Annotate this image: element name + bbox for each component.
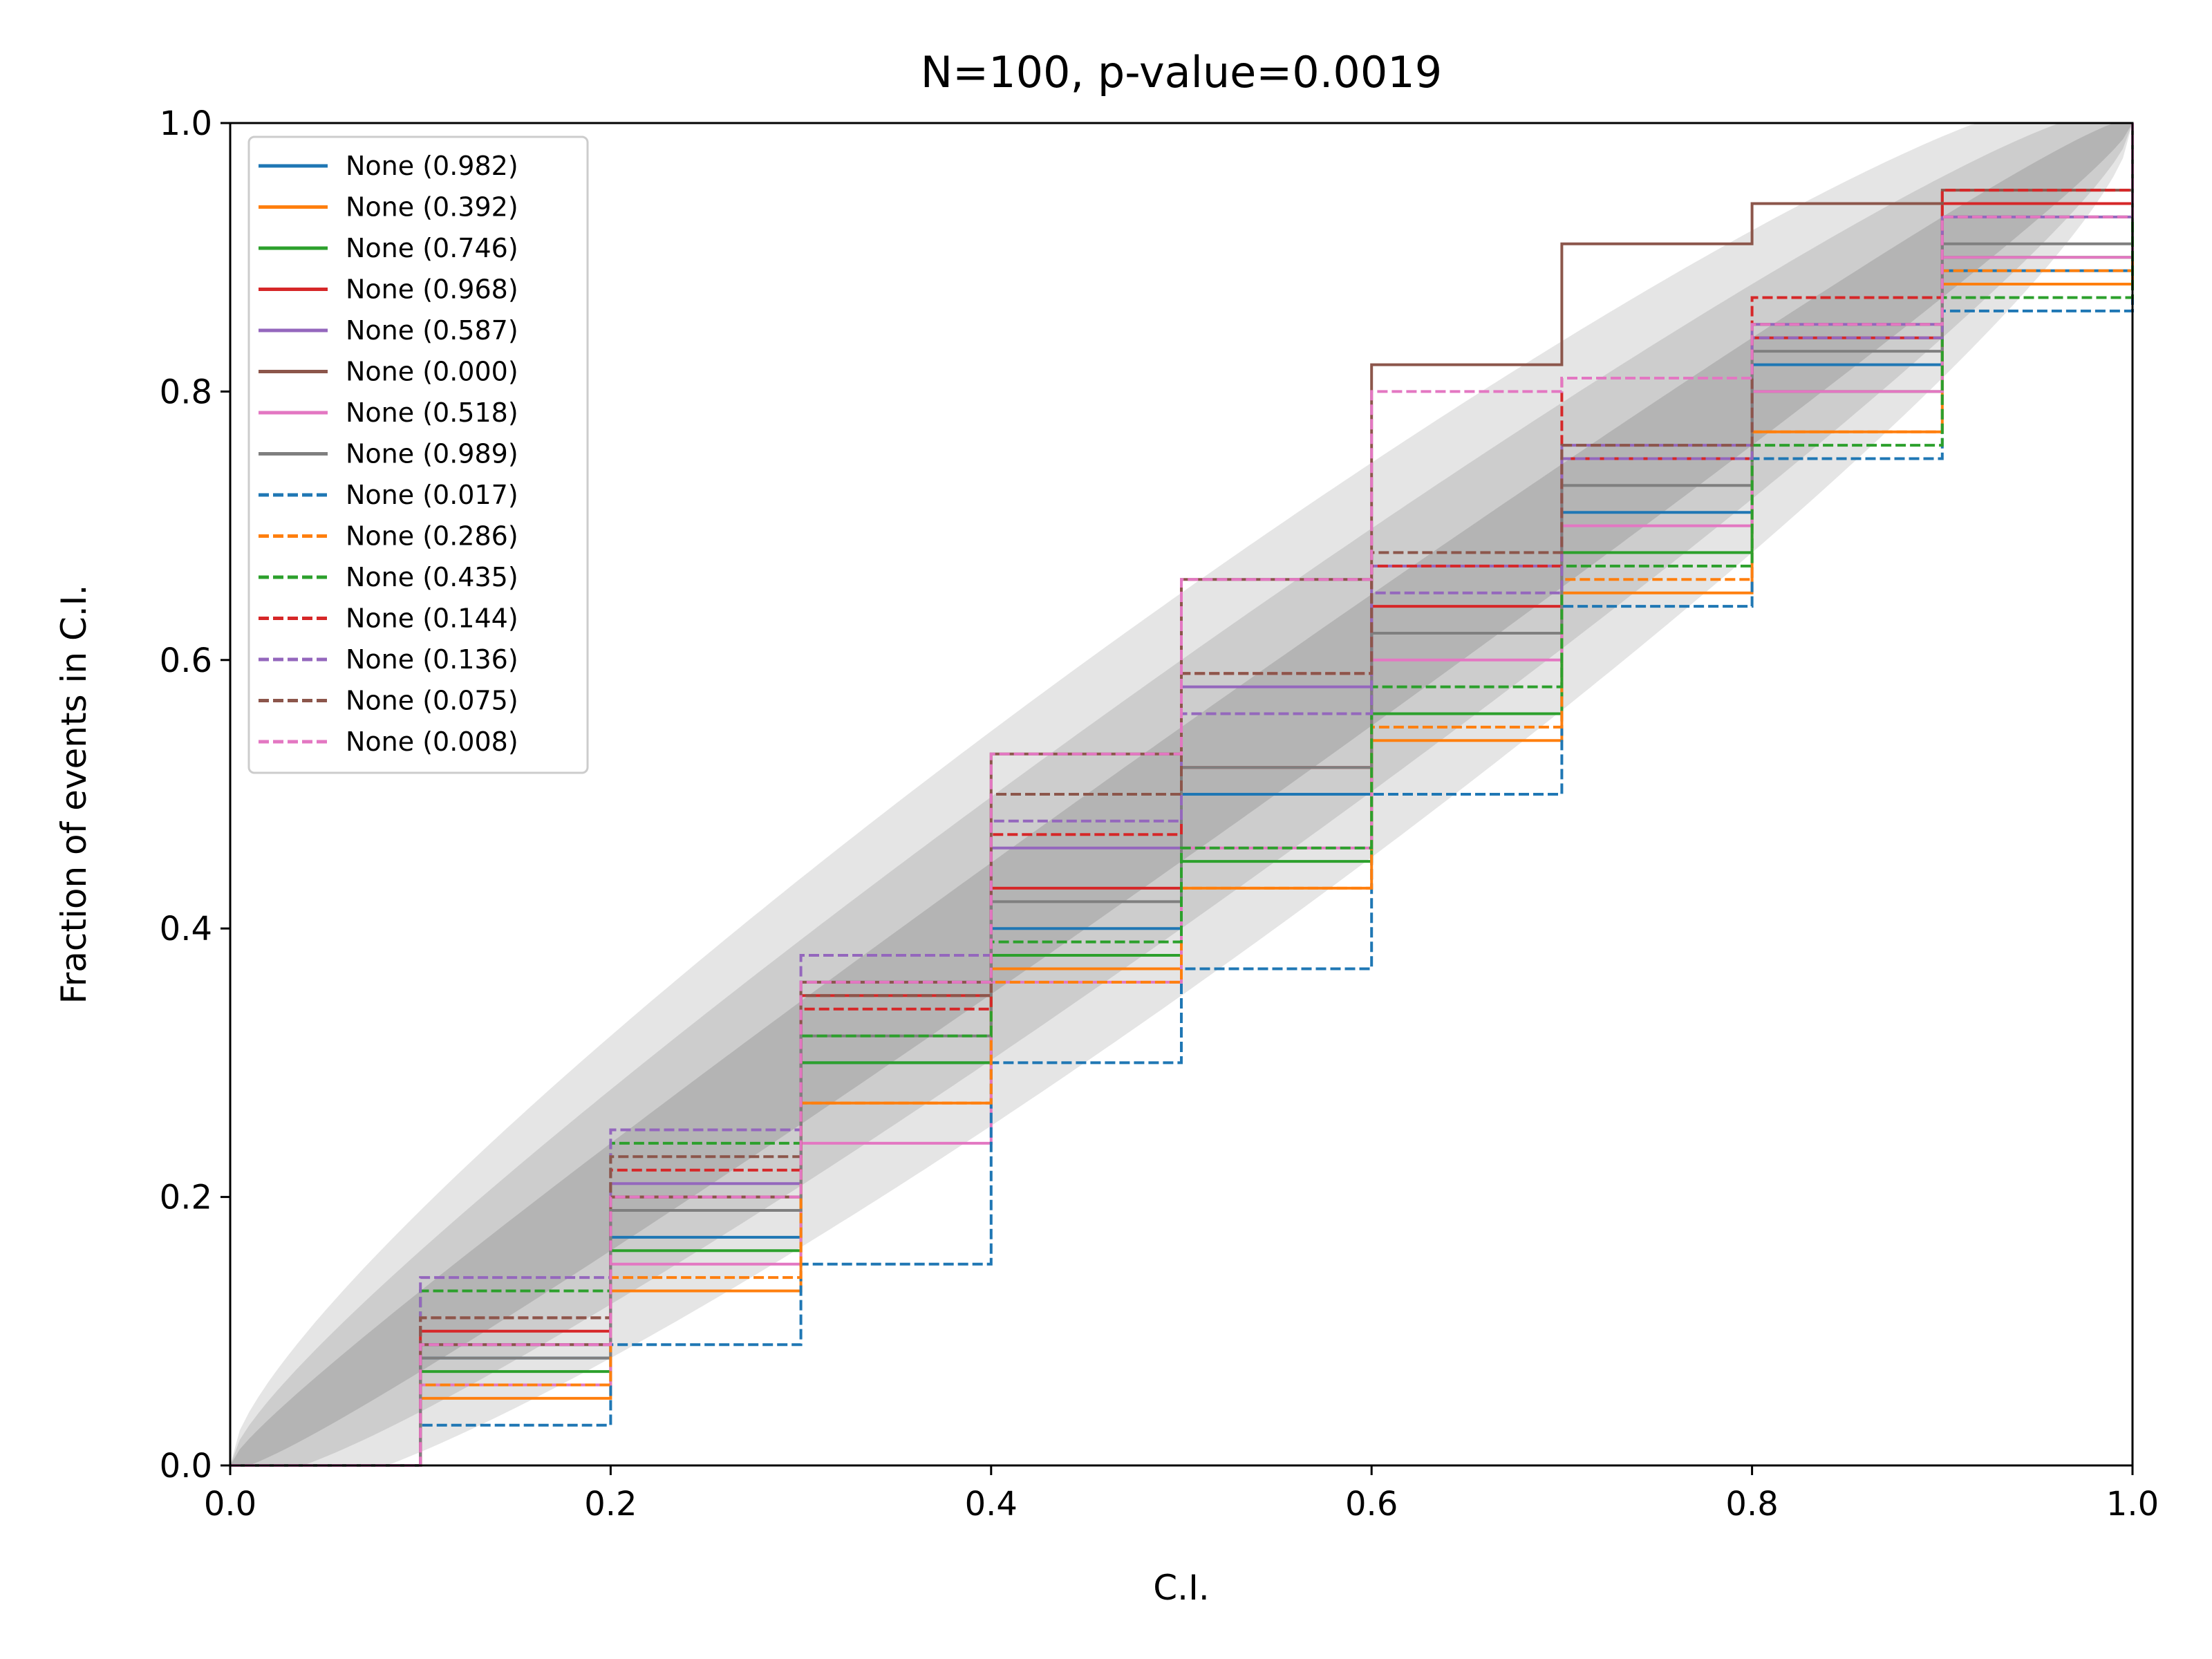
legend-label: None (0.136) — [346, 644, 518, 675]
x-axis-ticks: 0.0 0.2 0.4 0.6 0.8 1.0 — [204, 1465, 2159, 1524]
legend-label: None (0.017) — [346, 480, 518, 510]
y-axis-ticks: 0.0 0.2 0.4 0.6 0.8 1.0 — [160, 104, 230, 1485]
legend-label: None (0.392) — [346, 192, 518, 223]
y-axis-label: Fraction of events in C.I. — [54, 585, 94, 1004]
legend-label: None (0.008) — [346, 727, 518, 757]
x-tick-label: 0.2 — [584, 1485, 637, 1524]
x-axis-label: C.I. — [1153, 1568, 1209, 1608]
legend-label: None (0.435) — [346, 562, 518, 592]
legend-label: None (0.518) — [346, 397, 518, 428]
legend-label: None (0.982) — [346, 151, 518, 181]
x-tick-label: 0.6 — [1345, 1485, 1398, 1524]
legend-label: None (0.144) — [346, 603, 518, 634]
y-tick-label: 0.8 — [160, 373, 212, 411]
legend-box — [247, 135, 589, 774]
x-tick-label: 0.8 — [1725, 1485, 1778, 1524]
legend-label: None (0.746) — [346, 233, 518, 263]
x-tick-label: 1.0 — [2106, 1485, 2159, 1524]
legend-label: None (0.286) — [346, 521, 518, 552]
y-tick-label: 0.6 — [160, 641, 212, 680]
plot-frame — [229, 122, 2134, 1467]
legend: None (0.982) None (0.392) None (0.746) None… — [247, 135, 589, 774]
series-layer — [230, 123, 2134, 1467]
legend-label: None (0.989) — [346, 439, 518, 469]
series-line-15 — [230, 123, 2134, 1467]
y-tick-label: 0.4 — [160, 910, 212, 948]
legend-label: None (0.075) — [346, 686, 518, 716]
legend-label: None (0.968) — [346, 274, 518, 305]
x-tick-label: 0.0 — [204, 1485, 256, 1524]
chart-title: N=100, p-value=0.0019 — [921, 47, 1442, 97]
legend-label: None (0.000) — [346, 357, 518, 387]
x-tick-label: 0.4 — [965, 1485, 1018, 1524]
y-tick-label: 0.0 — [160, 1447, 212, 1485]
y-tick-label: 0.2 — [160, 1179, 212, 1217]
y-tick-label: 1.0 — [160, 104, 212, 143]
legend-label: None (0.587) — [346, 315, 518, 346]
